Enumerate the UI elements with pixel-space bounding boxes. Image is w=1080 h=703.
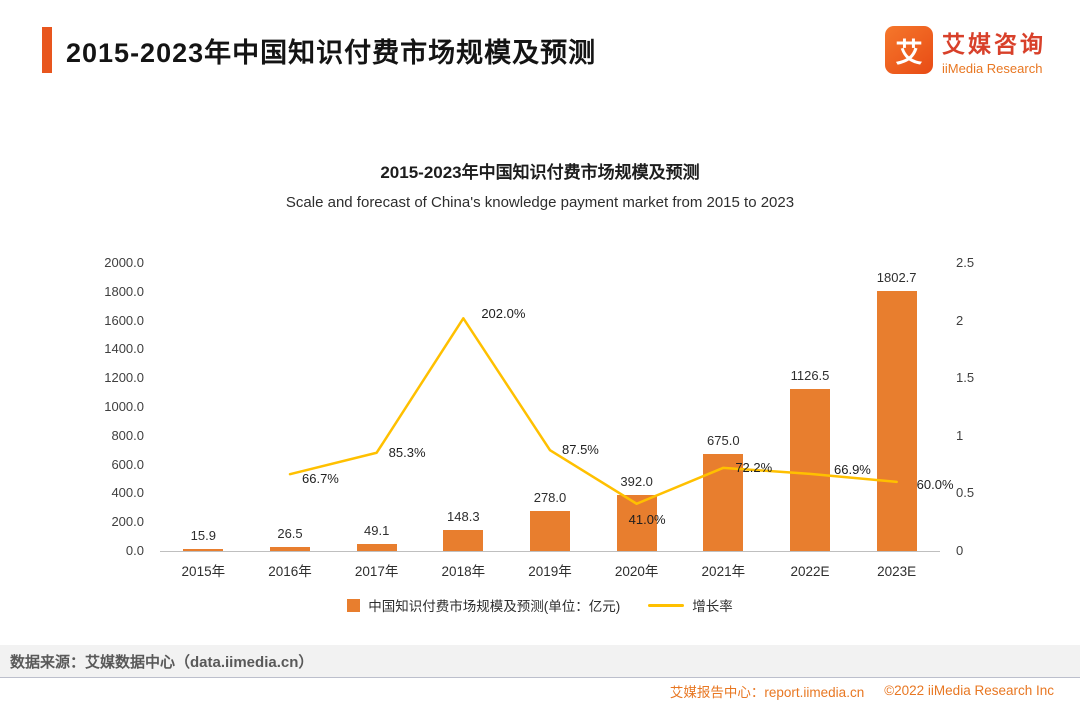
legend-bar-label: 中国知识付费市场规模及预测(单位：亿元)	[368, 599, 621, 614]
data-source-text: 数据来源：艾媒数据中心（data.iimedia.cn）	[10, 653, 314, 671]
x-axis-category-label: 2018年	[441, 564, 486, 579]
growth-rate-value-label: 202.0%	[481, 306, 526, 322]
bar	[356, 543, 397, 551]
x-axis-category-label: 2020年	[614, 564, 659, 579]
y-axis-tick-label: 1200.0	[104, 370, 144, 386]
legend-line-label: 增长率	[692, 599, 733, 614]
chart: 2015-2023年中国知识付费市场规模及预测 Scale and foreca…	[0, 140, 1080, 640]
chart-subtitle: Scale and forecast of China's knowledge …	[285, 194, 795, 211]
growth-rate-value-label: 41.0%	[628, 511, 666, 527]
secondary-axis-tick-label: 2.5	[956, 255, 975, 270]
bar-value-label: 15.9	[190, 527, 216, 543]
x-axis-category-label: 2019年	[528, 564, 572, 579]
growth-rate-value-label: 66.7%	[302, 471, 339, 487]
bar	[790, 388, 830, 551]
bar	[183, 548, 224, 551]
bar	[270, 547, 310, 551]
x-axis-category-label: 2016年	[268, 564, 312, 579]
y-axis-tick-label: 1400.0	[104, 341, 144, 357]
legend: 中国知识付费市场规模及预测(单位：亿元) 增长率	[0, 595, 1080, 615]
bar-value-label: 392.0	[620, 473, 653, 489]
y-axis-tick-label: 200.0	[111, 514, 144, 530]
y-axis-tick-label: 1800.0	[104, 283, 144, 299]
bar-value-label: 278.0	[533, 489, 567, 505]
y-axis-tick-label: 400.0	[111, 485, 144, 501]
x-axis-category-label: 2017年	[354, 564, 399, 579]
x-axis-category-label: 2022E	[790, 564, 830, 579]
iimedia-logo: 艾 艾媒咨询 iiMedia Research	[885, 25, 1046, 76]
bar-value-label: 1802.7	[876, 270, 917, 286]
copyright-text: ©2022 iiMedia Research Inc	[884, 683, 1054, 698]
bar	[876, 291, 917, 551]
secondary-axis-tick-label: 0	[956, 543, 964, 558]
bar	[530, 510, 570, 551]
secondary-axis-tick-label: 1	[956, 427, 964, 443]
page-title: 2015-2023年中国知识付费市场规模及预测	[66, 37, 597, 68]
growth-rate-value-label: 66.9%	[834, 461, 871, 477]
bar-value-label: 26.5	[277, 526, 303, 542]
chart-title: 2015-2023年中国知识付费市场规模及预测	[380, 163, 700, 182]
x-axis-category-label: 2023E	[877, 564, 917, 579]
y-axis-tick-label: 1000.0	[104, 399, 144, 414]
x-axis-category-label: 2021年	[701, 564, 746, 579]
report-center-text: 艾媒报告中心：report.iimedia.cn	[669, 684, 865, 700]
x-axis-category-label: 2015年	[181, 564, 226, 579]
y-axis-tick-label: 1600.0	[104, 312, 144, 328]
x-axis-line	[160, 551, 940, 552]
secondary-axis-tick-label: 0.5	[956, 485, 975, 501]
data-source-strip: 数据来源：艾媒数据中心（data.iimedia.cn）	[0, 645, 1080, 677]
header: 2015-2023年中国知识付费市场规模及预测 艾 艾媒咨询 iiMedia R…	[0, 0, 1080, 100]
iimedia-logo-icon: 艾	[885, 26, 933, 74]
bar-value-label: 49.1	[364, 522, 390, 538]
growth-rate-value-label: 85.3%	[388, 444, 426, 460]
legend-bar-swatch	[347, 598, 361, 612]
growth-rate-value-label: 60.0%	[916, 476, 954, 492]
title-accent-bar	[42, 27, 52, 73]
y-axis-tick-label: 800.0	[111, 427, 144, 443]
y-axis-tick-label: 2000.0	[104, 255, 144, 270]
secondary-axis-tick-label: 1.5	[956, 370, 975, 386]
y-axis-tick-label: 600.0	[111, 456, 144, 472]
brand-name-cn: 艾媒咨询	[942, 30, 1046, 57]
bar-value-label: 675.0	[707, 432, 740, 448]
y-axis-tick-label: 0.0	[125, 543, 144, 558]
growth-rate-line	[288, 317, 898, 506]
growth-rate-value-label: 72.2%	[735, 459, 773, 475]
bottom-bar: 艾媒报告中心：report.iimedia.cn ©2022 iiMedia R…	[0, 677, 1080, 703]
bar	[443, 529, 484, 551]
logo-text: 艾媒咨询 iiMedia Research	[942, 25, 1046, 76]
legend-line-swatch	[648, 603, 685, 607]
secondary-axis-tick-label: 2	[956, 312, 964, 328]
bar-value-label: 1126.5	[790, 367, 830, 383]
bar-value-label: 148.3	[447, 508, 480, 524]
brand-name-en: iiMedia Research	[942, 60, 1043, 76]
growth-rate-value-label: 87.5%	[562, 442, 599, 458]
